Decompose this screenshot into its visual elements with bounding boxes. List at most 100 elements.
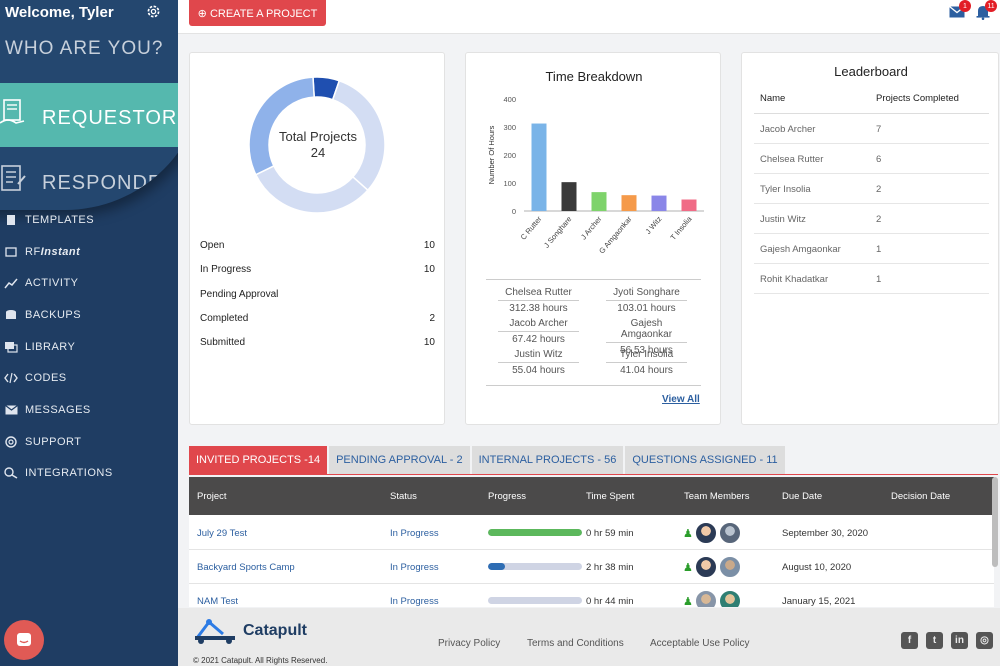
responder-label[interactable]: RESPONDER bbox=[42, 172, 178, 194]
avatar[interactable] bbox=[694, 556, 717, 578]
leaderboard-col-count: Projects Completed bbox=[876, 93, 959, 104]
column-header[interactable]: Team Members bbox=[684, 491, 750, 502]
avatar[interactable] bbox=[718, 522, 741, 544]
y-tick-label: 300 bbox=[503, 123, 516, 132]
x-tick-label: T Insolia bbox=[668, 214, 694, 242]
column-header[interactable]: Progress bbox=[488, 491, 527, 502]
project-link[interactable]: Backyard Sports Camp bbox=[197, 562, 295, 573]
catapult-logo-icon bbox=[195, 619, 235, 644]
leaderboard-row: Justin Witz 2 bbox=[754, 204, 989, 234]
projects-table: Project Status Progress Time Spent Team … bbox=[189, 477, 994, 607]
activity-icon bbox=[3, 277, 19, 289]
bar-j-witz[interactable] bbox=[651, 195, 667, 211]
team-members: ♟ bbox=[683, 522, 741, 544]
leaderboard-name: Justin Witz bbox=[760, 214, 806, 225]
project-link[interactable]: July 29 Test bbox=[197, 528, 247, 539]
donut-slice-submitted[interactable] bbox=[254, 164, 369, 214]
donut-title: Total Projects bbox=[278, 129, 358, 144]
sidebar-item-label: LIBRARY bbox=[25, 340, 76, 353]
mail-badge: 1 bbox=[959, 0, 971, 12]
sidebar-item-label-suffix: Instant bbox=[40, 245, 81, 258]
project-link[interactable]: NAM Test bbox=[197, 596, 239, 607]
bar-j-archer[interactable] bbox=[591, 192, 607, 211]
leaderboard-title: Leaderboard bbox=[834, 64, 908, 79]
facebook-icon[interactable]: f bbox=[901, 632, 918, 649]
avatar[interactable] bbox=[694, 522, 717, 544]
hours-cell: Justin Witz 55.04 hours bbox=[486, 349, 591, 376]
stat-value: 10 bbox=[423, 264, 435, 275]
table-row[interactable]: Backyard Sports Camp In Progress 2 hr 38… bbox=[189, 550, 994, 584]
sidebar-item-library[interactable]: LIBRARY bbox=[0, 331, 178, 363]
column-header[interactable]: Due Date bbox=[782, 491, 823, 502]
progress-bar-fill bbox=[488, 563, 505, 570]
library-icon bbox=[3, 341, 19, 353]
stat-row-in-progress: In Progress 10 bbox=[200, 264, 435, 275]
column-header[interactable]: Time Spent bbox=[586, 491, 635, 502]
y-tick-label: 200 bbox=[503, 151, 516, 160]
team-icon: ♟ bbox=[683, 561, 693, 574]
stat-label: Open bbox=[200, 240, 225, 251]
column-header[interactable]: Project bbox=[197, 491, 227, 502]
leaderboard-header: Name Projects Completed bbox=[754, 83, 989, 114]
tab-invited-projects[interactable]: INVITED PROJECTS -14 bbox=[189, 446, 328, 474]
due-date: August 10, 2020 bbox=[782, 562, 852, 573]
hours-cell: Tyler Insolia 41.04 hours bbox=[594, 349, 699, 376]
sidebar-item-backups[interactable]: BACKUPS bbox=[0, 299, 178, 331]
catapult-logo[interactable]: Catapult bbox=[193, 618, 307, 644]
sidebar: WHO ARE YOU? REQUESTOR RESPONDER Welcome… bbox=[0, 0, 178, 666]
sidebar-item-messages[interactable]: MESSAGES bbox=[0, 394, 178, 426]
column-header[interactable]: Decision Date bbox=[891, 491, 951, 502]
sidebar-item-codes[interactable]: CODES bbox=[0, 362, 178, 394]
gear-icon[interactable] bbox=[145, 3, 162, 20]
sidebar-item-activity[interactable]: ACTIVITY bbox=[0, 267, 178, 299]
privacy-policy-link[interactable]: Privacy Policy bbox=[438, 638, 501, 649]
chat-launcher-button[interactable] bbox=[4, 620, 44, 660]
stat-row-submitted: Submitted 10 bbox=[200, 337, 435, 348]
due-date: September 30, 2020 bbox=[782, 528, 869, 539]
leaderboard-row: Chelsea Rutter 6 bbox=[754, 144, 989, 174]
sidebar-item-support[interactable]: SUPPORT bbox=[0, 426, 178, 458]
tab-internal-projects[interactable]: INTERNAL PROJECTS - 56 bbox=[471, 446, 624, 474]
bar-c-rutter[interactable] bbox=[531, 123, 547, 211]
acceptable-use-link[interactable]: Acceptable Use Policy bbox=[650, 638, 750, 649]
column-header[interactable]: Status bbox=[390, 491, 417, 502]
leaderboard-count: 7 bbox=[876, 124, 882, 135]
project-status[interactable]: In Progress bbox=[390, 528, 439, 539]
sidebar-item-templates[interactable]: TEMPLATES bbox=[0, 204, 178, 236]
bar-g-amgaonkar[interactable] bbox=[621, 195, 637, 211]
sidebar-item-integrations[interactable]: INTEGRATIONS bbox=[0, 458, 178, 490]
create-project-button[interactable]: ⊕ CREATE A PROJECT bbox=[189, 0, 326, 26]
sidebar-item-rfinstant[interactable]: RF Instant bbox=[0, 236, 178, 268]
view-all-link[interactable]: View All bbox=[662, 394, 700, 405]
terms-link[interactable]: Terms and Conditions bbox=[527, 638, 624, 649]
table-row[interactable]: NAM Test In Progress 0 hr 44 min ♟ Janua… bbox=[189, 584, 994, 607]
project-status[interactable]: In Progress bbox=[390, 596, 439, 607]
welcome-text: Welcome, Tyler bbox=[5, 4, 114, 21]
requestor-role-option[interactable] bbox=[0, 83, 178, 147]
hours-value: 67.42 hours bbox=[512, 334, 565, 345]
instagram-icon[interactable]: ◎ bbox=[976, 632, 993, 649]
table-row[interactable]: July 29 Test In Progress 0 hr 59 min ♟ S… bbox=[189, 516, 994, 550]
project-status[interactable]: In Progress bbox=[390, 562, 439, 573]
hours-name: Justin Witz bbox=[498, 349, 579, 363]
avatar[interactable] bbox=[718, 590, 741, 607]
y-tick-label: 400 bbox=[503, 95, 516, 104]
donut-slice-in-progress[interactable] bbox=[248, 76, 315, 176]
bar-j-songhare[interactable] bbox=[561, 182, 577, 211]
requestor-label[interactable]: REQUESTOR bbox=[42, 107, 178, 129]
tab-pending-approval[interactable]: PENDING APPROVAL - 2 bbox=[329, 446, 470, 474]
table-header: Project Status Progress Time Spent Team … bbox=[189, 477, 994, 515]
bar-t-insolia[interactable] bbox=[681, 199, 697, 211]
stat-label: In Progress bbox=[200, 264, 252, 275]
team-members: ♟ bbox=[683, 556, 741, 578]
twitter-icon[interactable]: t bbox=[926, 632, 943, 649]
table-scrollbar[interactable] bbox=[992, 477, 998, 567]
linkedin-icon[interactable]: in bbox=[951, 632, 968, 649]
hours-name: Tyler Insolia bbox=[606, 349, 687, 363]
requestor-icon bbox=[0, 99, 25, 124]
leaderboard-name: Jacob Archer bbox=[760, 124, 816, 135]
stat-label: Submitted bbox=[200, 337, 246, 348]
tab-questions-assigned[interactable]: QUESTIONS ASSIGNED - 11 bbox=[625, 446, 785, 474]
avatar[interactable] bbox=[694, 590, 717, 607]
avatar[interactable] bbox=[718, 556, 741, 578]
